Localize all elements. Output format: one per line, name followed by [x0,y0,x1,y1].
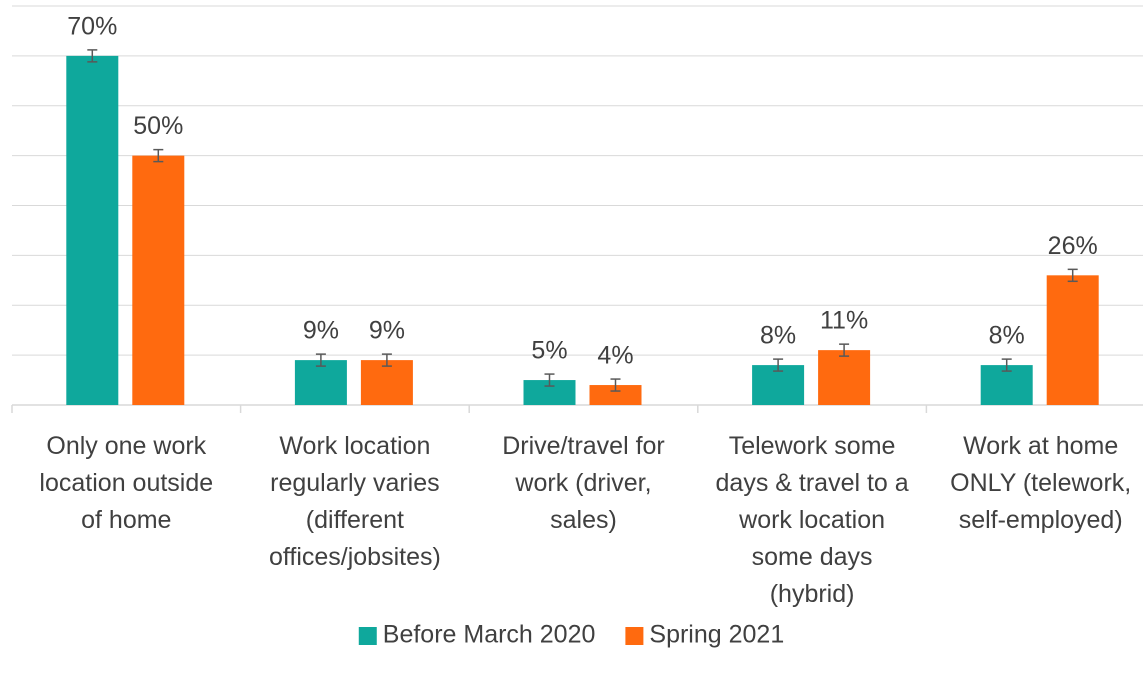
x-tick-label: Only one work location outside of home [39,432,214,534]
legend-label: Before March 2020 [383,621,596,649]
value-label: 70% [67,12,117,40]
x-tick-label: Work location regularly varies (differen… [268,432,441,571]
legend-swatch [358,627,377,645]
value-label: 11% [820,307,868,335]
bar [818,350,871,405]
value-label: 8% [989,322,1025,350]
value-label: 4% [597,342,633,370]
bar [132,155,185,405]
bar [1046,275,1099,405]
x-tick-label: Work at home ONLY (telework, self-employ… [950,432,1132,534]
legend-swatch [625,627,644,645]
value-label: 26% [1048,232,1098,260]
bar [589,385,642,405]
value-label: 8% [760,322,796,350]
value-label: 5% [531,337,567,365]
value-label: 9% [369,317,405,345]
x-tick-label: Drive/travel for work (driver, sales) [502,432,665,534]
value-label: 9% [303,317,339,345]
bar [360,360,413,405]
bar [66,55,119,405]
legend-label: Spring 2021 [649,621,784,649]
bar [294,360,347,405]
value-label: 50% [133,112,183,140]
x-tick-label: Telework some days & travel to a work lo… [715,432,909,608]
